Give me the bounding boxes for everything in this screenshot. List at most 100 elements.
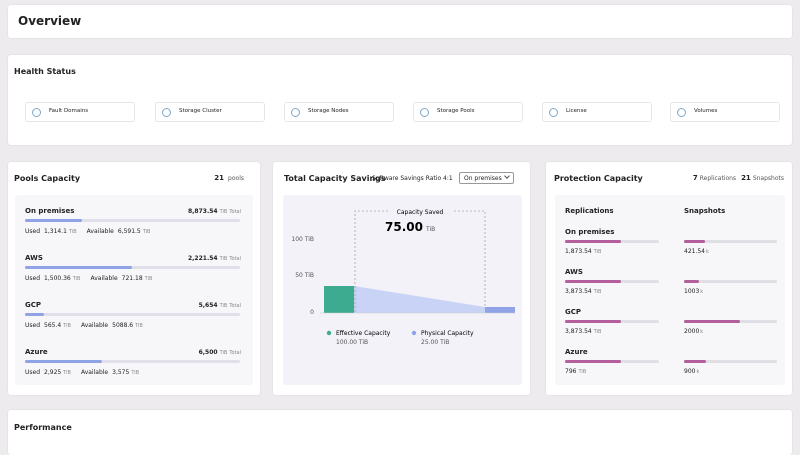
savings-panel: 100 TiB 50 TiB 0 Capacity Saved 75.00 TiB Effe… xyxy=(283,195,522,385)
region-name: Azure xyxy=(565,348,588,356)
health-item-label: Storage Pools xyxy=(437,108,475,114)
used-value: 565.4 xyxy=(44,322,62,329)
pools-card: Pools Capacity 21 pools On premises 8,873.54… xyxy=(8,162,260,395)
y-tick-label: 50 TiB xyxy=(295,272,314,279)
progress-track xyxy=(25,219,240,222)
progress-fill xyxy=(684,280,699,283)
progress-fill xyxy=(684,240,705,243)
legend-label: Effective Capacity xyxy=(336,330,391,337)
progress-track xyxy=(25,313,240,316)
unit: TiB xyxy=(593,249,602,255)
savings-chart: 100 TiB 50 TiB 0 Capacity Saved 75.00 TiB Effe… xyxy=(291,207,515,346)
pool-name: On premises xyxy=(25,207,75,215)
y-tick-label: 100 TiB xyxy=(291,236,314,243)
savings-card: Total Capacity Savings Software Savings R… xyxy=(273,162,530,395)
used-value: 1,314.1 xyxy=(44,228,67,235)
pool-total-group: 8,873.54 TiB Total xyxy=(188,208,241,215)
unit: TiB xyxy=(219,209,228,215)
pool-name: AWS xyxy=(25,254,43,262)
status-icon xyxy=(32,108,41,117)
replication-value-group: 3,873.54 TiB xyxy=(565,328,601,335)
available-value: 6,591.5 xyxy=(117,228,141,235)
unit: TiB xyxy=(578,369,587,375)
section-title: Performance xyxy=(14,423,72,432)
snapshots-count: 21 xyxy=(741,174,751,182)
progress-fill xyxy=(25,266,132,269)
progress-fill xyxy=(565,320,621,323)
legend-value: 100.00 TiB xyxy=(336,339,368,346)
pool-count: 21 xyxy=(214,174,224,182)
progress-track xyxy=(684,360,777,363)
progress-fill xyxy=(25,313,44,316)
progress-fill xyxy=(25,360,102,363)
total-label: Total xyxy=(229,303,241,309)
used-label: Used xyxy=(25,322,41,329)
health-item[interactable]: Fault Domains xyxy=(25,102,135,122)
unit: TiB xyxy=(68,229,77,235)
progress-track xyxy=(25,360,240,363)
unit: TiB xyxy=(593,329,602,335)
health-card: Health Status Fault Domains Storage Cluste… xyxy=(8,55,792,145)
unit: TiB xyxy=(219,350,228,356)
replication-value-group: 796 TiB xyxy=(565,368,586,375)
region-name: AWS xyxy=(565,268,583,276)
used-label: Used xyxy=(25,228,41,235)
status-icon xyxy=(677,108,686,117)
unit: k xyxy=(706,249,709,255)
health-item[interactable]: Storage Pools xyxy=(413,102,523,122)
health-item[interactable]: Volumes xyxy=(670,102,780,122)
unit: TiB xyxy=(63,370,71,376)
snapshot-value-group: 421.54k xyxy=(684,248,709,255)
replication-value: 3,873.54 xyxy=(565,328,592,335)
dropdown-caret xyxy=(504,173,510,179)
progress-track xyxy=(684,240,777,243)
pool-total-group: 2,221.54 TiB Total xyxy=(188,255,241,262)
effective-bar xyxy=(324,286,354,313)
available-label: Available xyxy=(80,369,109,376)
unit: TiB xyxy=(135,323,143,329)
pool-total-group: 6,500 TiB Total xyxy=(199,349,241,356)
saved-value: 75.00 xyxy=(385,220,423,234)
snapshot-value: 900 xyxy=(684,368,696,375)
physical-bar xyxy=(485,307,515,313)
section-title: Pools Capacity xyxy=(14,174,81,183)
health-item-label: Storage Nodes xyxy=(308,108,349,114)
replication-value-group: 3,873.54 TiB xyxy=(565,288,601,295)
performance-card: Performance xyxy=(8,410,792,455)
replication-value: 1,873.54 xyxy=(565,248,592,255)
available-label: Available xyxy=(86,228,114,235)
used-value: 2,925 xyxy=(44,369,62,376)
legend-swatch xyxy=(411,330,417,336)
pool-usage: Used 2,925 TiB Available 3,575 TiB xyxy=(25,369,139,376)
legend-label: Physical Capacity xyxy=(421,330,474,337)
snapshots-label: Snapshots xyxy=(752,175,784,182)
snapshot-value: 2000 xyxy=(684,328,700,335)
replication-value: 796 xyxy=(565,368,577,375)
page-title: Overview xyxy=(18,14,82,28)
available-value: 3,575 xyxy=(112,369,130,376)
savings-subtitle: Software Savings Ratio 4:1 xyxy=(372,175,453,182)
progress-fill xyxy=(565,280,621,283)
region-dropdown[interactable]: On premises xyxy=(459,172,514,184)
pools-panel: On premises 8,873.54 TiB Total Used 1,314.1 Ti… xyxy=(15,195,253,385)
section-title: Total Capacity Savings xyxy=(284,174,386,183)
unit: TiB xyxy=(219,256,228,262)
snapshot-value: 421.54 xyxy=(684,248,705,255)
health-item[interactable]: Storage Nodes xyxy=(284,102,394,122)
saved-label: Capacity Saved xyxy=(397,209,444,216)
used-label: Used xyxy=(25,275,41,282)
unit: TiB xyxy=(144,276,153,282)
unit: TiB xyxy=(593,289,602,295)
health-item[interactable]: License xyxy=(542,102,652,122)
health-item[interactable]: Storage Cluster xyxy=(155,102,265,122)
replication-value: 3,873.54 xyxy=(565,288,592,295)
region-name: On premises xyxy=(565,228,615,236)
unit: TiB xyxy=(63,323,71,329)
available-label: Available xyxy=(80,322,109,329)
pool-usage: Used 1,314.1 TiB Available 6,591.5 TiB xyxy=(25,228,150,235)
unit: TiB xyxy=(131,370,140,376)
saved-label-bg xyxy=(388,207,452,215)
dropdown-label: On premises xyxy=(464,174,502,182)
progress-fill xyxy=(684,360,706,363)
